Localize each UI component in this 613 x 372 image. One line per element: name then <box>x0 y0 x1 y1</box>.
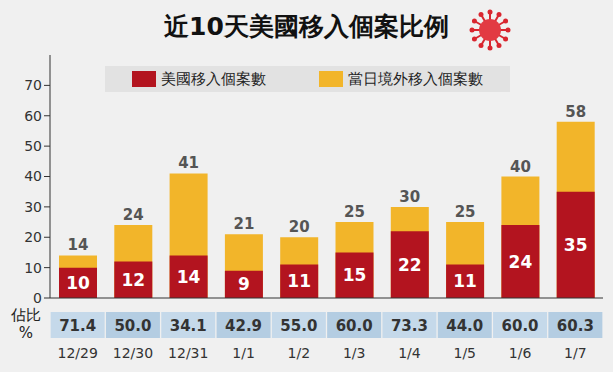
svg-text:40: 40 <box>24 168 42 184</box>
svg-text:70: 70 <box>24 77 42 93</box>
svg-text:11: 11 <box>453 271 477 291</box>
svg-text:73.3: 73.3 <box>391 317 428 335</box>
svg-text:25: 25 <box>455 203 476 221</box>
svg-text:60.3: 60.3 <box>557 317 594 335</box>
svg-text:1/2: 1/2 <box>288 345 311 361</box>
svg-text:10: 10 <box>66 273 90 293</box>
svg-text:55.0: 55.0 <box>280 317 317 335</box>
svg-text:24: 24 <box>509 252 533 272</box>
svg-text:60.0: 60.0 <box>336 317 373 335</box>
svg-text:60.0: 60.0 <box>502 317 539 335</box>
svg-text:20: 20 <box>289 218 310 236</box>
svg-text:41: 41 <box>178 154 199 172</box>
html-text:美國移入個案數: 美國移入個案數 <box>160 69 266 88</box>
svg-text:1/1: 1/1 <box>232 345 255 361</box>
svg-text:12/29: 12/29 <box>57 345 97 361</box>
svg-text:12/30: 12/30 <box>113 345 153 361</box>
svg-text:11: 11 <box>287 271 311 291</box>
html-text:佔比 %: 佔比 % <box>11 306 41 342</box>
svg-text:30: 30 <box>24 199 42 215</box>
svg-text:30: 30 <box>399 188 420 206</box>
svg-text:71.4: 71.4 <box>59 317 96 335</box>
svg-text:1/6: 1/6 <box>509 345 532 361</box>
svg-text:42.9: 42.9 <box>225 317 262 335</box>
svg-text:20: 20 <box>24 229 42 245</box>
svg-text:1/7: 1/7 <box>564 345 587 361</box>
svg-text:12: 12 <box>121 270 145 290</box>
svg-text:24: 24 <box>123 206 144 224</box>
svg-text:1/5: 1/5 <box>453 345 476 361</box>
svg-text:14: 14 <box>177 267 201 287</box>
html-text:近10天美國移入個案比例: 近10天美國移入個案比例 <box>164 12 449 41</box>
svg-text:1/3: 1/3 <box>343 345 366 361</box>
svg-text:9: 9 <box>238 274 250 294</box>
svg-text:44.0: 44.0 <box>446 317 483 335</box>
svg-text:15: 15 <box>343 265 367 285</box>
svg-text:10: 10 <box>24 260 42 276</box>
svg-text:60: 60 <box>24 108 42 124</box>
svg-text:14: 14 <box>68 236 89 254</box>
svg-text:21: 21 <box>233 215 254 233</box>
svg-text:58: 58 <box>565 103 586 121</box>
svg-text:34.1: 34.1 <box>170 317 207 335</box>
svg-text:0: 0 <box>33 290 42 306</box>
svg-text:40: 40 <box>510 158 531 176</box>
svg-text:12/31: 12/31 <box>168 345 208 361</box>
svg-text:1/4: 1/4 <box>398 345 421 361</box>
svg-text:25: 25 <box>344 203 365 221</box>
svg-text:22: 22 <box>398 255 422 275</box>
html-text:當日境外移入個案數: 當日境外移入個案數 <box>348 69 484 88</box>
svg-text:50: 50 <box>24 138 42 154</box>
svg-text:50.0: 50.0 <box>114 317 151 335</box>
svg-text:35: 35 <box>564 235 588 255</box>
